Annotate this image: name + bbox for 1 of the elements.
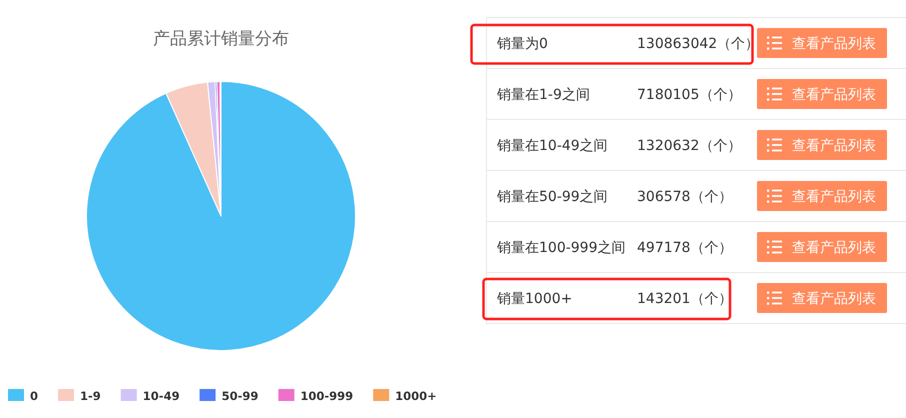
title: 产品累计销量分布 bbox=[153, 29, 289, 49]
